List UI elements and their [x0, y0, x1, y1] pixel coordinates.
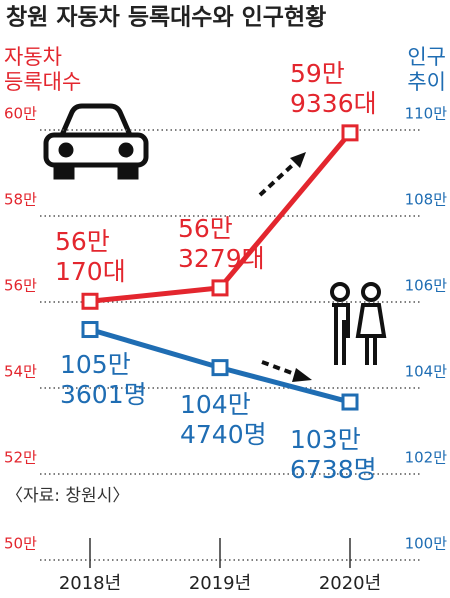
point-marker: [81, 321, 99, 339]
point-marker: [341, 393, 359, 411]
car-icon: [43, 103, 149, 180]
data-label: 56만 170대: [55, 227, 126, 286]
y2-tick-label: 100만: [405, 535, 448, 553]
x-tick-label: 2018년: [59, 573, 121, 594]
y-tick-label: 56만: [4, 277, 37, 295]
data-label: 104만 4740명: [180, 390, 267, 449]
data-label-line: 6738명: [290, 455, 377, 484]
data-label: 105만 3601명: [60, 350, 147, 409]
y-tick-label: 58만: [4, 191, 37, 209]
source: 〈자료: 창원시〉: [6, 486, 129, 506]
y2-tick-label: 106만: [405, 277, 448, 295]
data-label-line: 105만: [60, 350, 131, 379]
data-label-line: 4740명: [180, 420, 267, 449]
axis-title-line: 추이: [407, 70, 446, 94]
point-marker: [211, 359, 229, 377]
people-icon: [330, 282, 387, 365]
data-label-line: 103만: [290, 425, 361, 454]
chart-title: 창원 자동차 등록대수와 인구현황: [6, 5, 326, 31]
y-tick-label: 52만: [4, 449, 37, 467]
y-tick-label: 50만: [4, 535, 37, 553]
y2-tick-label: 104만: [405, 363, 448, 381]
data-label: 56만 3279대: [178, 214, 265, 273]
data-label-line: 3601명: [60, 380, 147, 409]
y-tick-label: 54만: [4, 363, 37, 381]
axis-title-line: 인구: [407, 45, 446, 69]
y2-tick-label: 108만: [405, 191, 448, 209]
axis-title: 인구 추이: [407, 45, 446, 94]
data-label-line: 3279대: [178, 244, 265, 273]
point-marker: [341, 124, 359, 142]
data-label-line: 59만: [290, 59, 345, 88]
data-label-line: 56만: [178, 214, 233, 243]
y2-tick-label: 102만: [405, 449, 448, 467]
data-label-line: 56만: [55, 227, 110, 256]
data-label-line: 170대: [55, 257, 126, 286]
data-label: 59만 9336대: [290, 59, 377, 118]
point-marker: [81, 292, 99, 310]
trend-arrow: [258, 152, 312, 382]
x-tick-label: 2019년: [189, 573, 251, 594]
data-label: 103만 6738명: [290, 425, 377, 484]
data-label-line: 104만: [180, 390, 251, 419]
point-marker: [211, 279, 229, 297]
axis-title: 자동차 등록대수: [4, 45, 81, 94]
data-label-line: 9336대: [290, 89, 377, 118]
axis-title-line: 등록대수: [4, 70, 81, 94]
axis-title-line: 자동차: [4, 45, 62, 69]
y-tick-label: 60만: [4, 105, 37, 123]
y2-tick-label: 110만: [405, 105, 448, 123]
x-tick-label: 2020년: [319, 573, 381, 594]
